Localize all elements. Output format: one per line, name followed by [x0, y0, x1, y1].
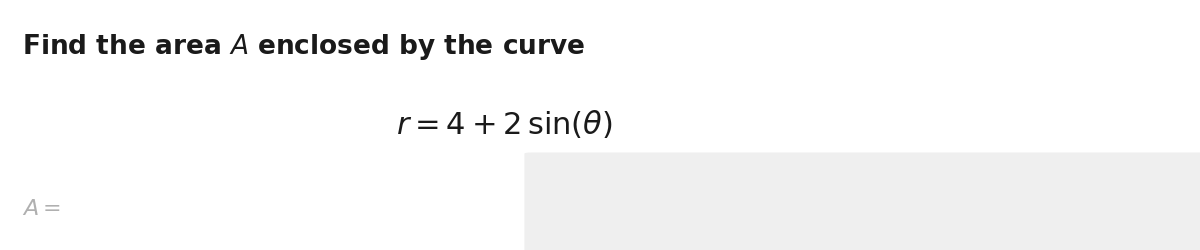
Text: $A =$: $A =$	[22, 198, 60, 220]
FancyBboxPatch shape	[524, 152, 1200, 250]
Text: $r = 4 + 2\,\mathrm{sin}(\theta)$: $r = 4 + 2\,\mathrm{sin}(\theta)$	[396, 109, 612, 141]
Text: Find the area $\mathit{A}$ enclosed by the curve: Find the area $\mathit{A}$ enclosed by t…	[22, 32, 584, 62]
